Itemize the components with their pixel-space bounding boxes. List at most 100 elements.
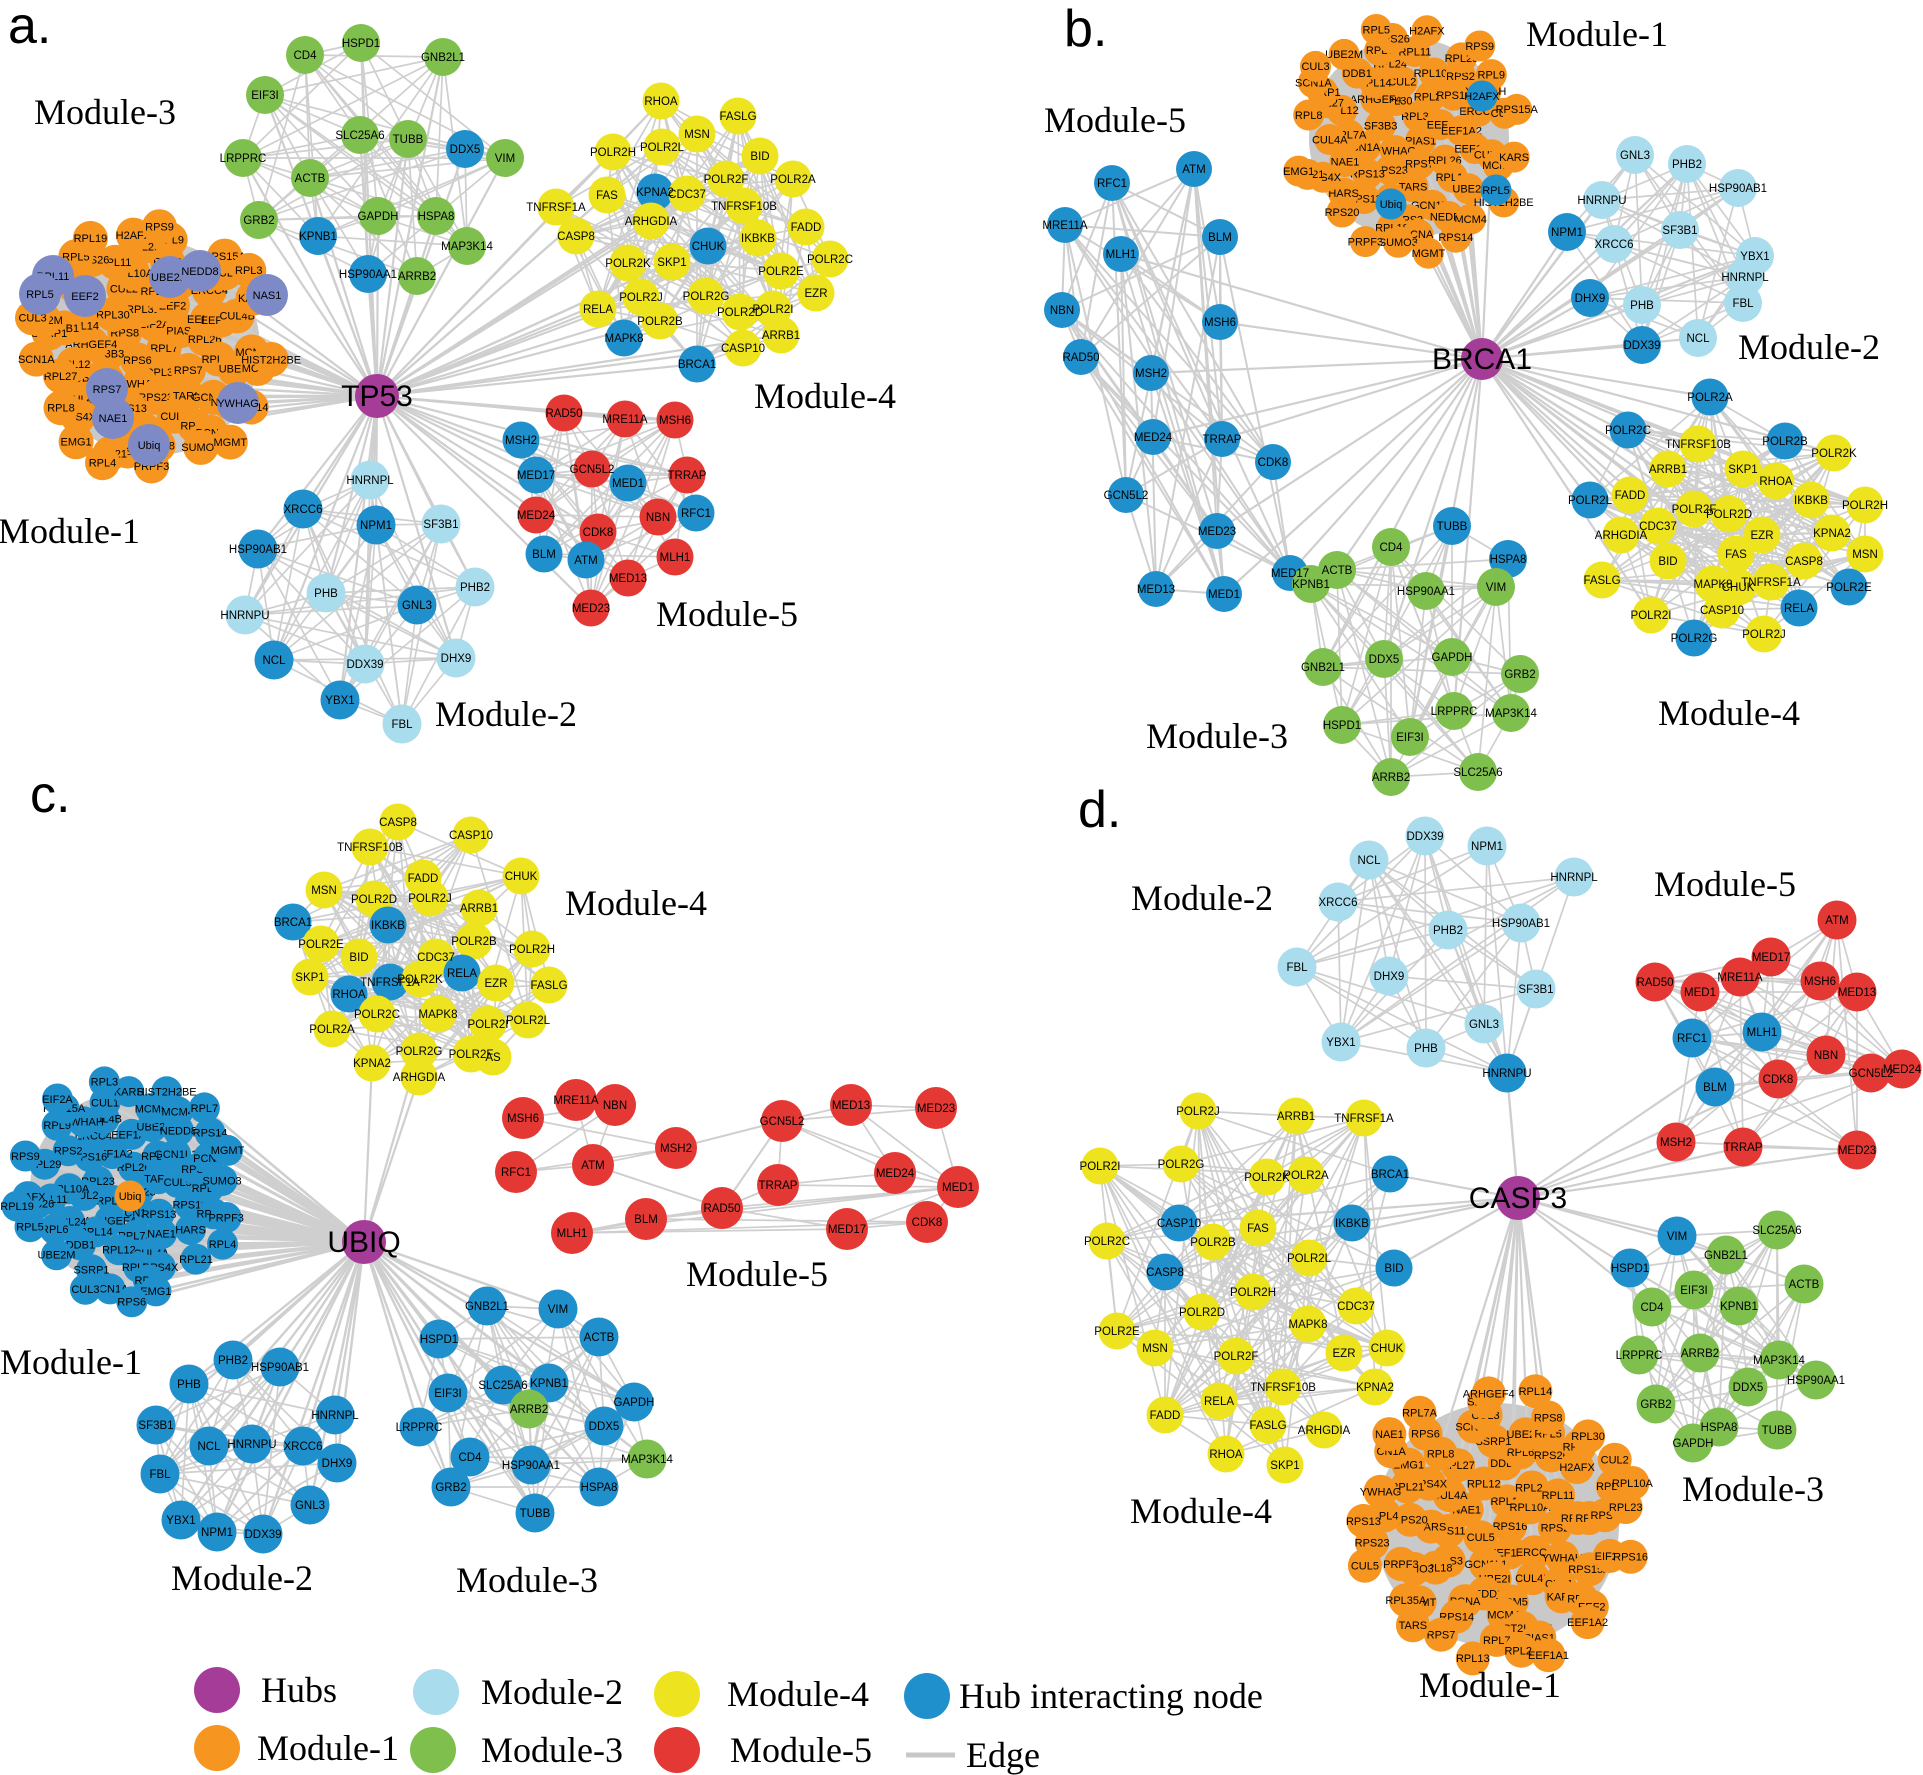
- svg-text:ACTB: ACTB: [295, 173, 326, 185]
- svg-text:Module-1: Module-1: [1526, 14, 1668, 54]
- svg-text:SCN1A: SCN1A: [18, 354, 55, 366]
- svg-text:MED23: MED23: [917, 1103, 955, 1115]
- svg-text:TARS: TARS: [1399, 182, 1428, 194]
- svg-text:TNFRSF1A: TNFRSF1A: [1334, 1113, 1394, 1125]
- svg-text:ARHGEF4: ARHGEF4: [1350, 94, 1402, 106]
- svg-text:XRCC6: XRCC6: [284, 504, 323, 516]
- svg-text:POLR2G: POLR2G: [1158, 1159, 1205, 1171]
- svg-text:Hub interacting node: Hub interacting node: [959, 1676, 1263, 1716]
- svg-text:ARHGDIA: ARHGDIA: [393, 1072, 446, 1084]
- svg-text:POLR2F: POLR2F: [1672, 504, 1717, 516]
- svg-text:Module-5: Module-5: [656, 594, 798, 634]
- svg-text:RPL10A: RPL10A: [1510, 1502, 1552, 1514]
- svg-text:VIM: VIM: [495, 153, 515, 165]
- svg-text:CHUK: CHUK: [505, 871, 538, 883]
- svg-text:POLR2H: POLR2H: [509, 944, 555, 956]
- svg-text:CASP10: CASP10: [449, 830, 493, 842]
- svg-text:MCM5: MCM5: [135, 1104, 167, 1116]
- svg-text:GAPDH: GAPDH: [1432, 652, 1473, 664]
- svg-text:MLH1: MLH1: [660, 552, 691, 564]
- svg-text:FASLG: FASLG: [719, 111, 756, 123]
- svg-text:RPS13: RPS13: [142, 1209, 177, 1221]
- svg-text:RELA: RELA: [583, 304, 613, 316]
- svg-text:TNFRSF1A: TNFRSF1A: [360, 977, 420, 989]
- svg-text:RPS7: RPS7: [1405, 158, 1434, 170]
- svg-text:RPL5: RPL5: [62, 251, 90, 263]
- svg-text:FADD: FADD: [791, 222, 822, 234]
- svg-text:HNRNPU: HNRNPU: [220, 610, 269, 622]
- svg-text:RELA: RELA: [1784, 603, 1814, 615]
- svg-text:RELA: RELA: [447, 968, 477, 980]
- svg-text:Edge: Edge: [966, 1735, 1040, 1775]
- svg-text:EZR: EZR: [485, 978, 508, 990]
- svg-text:CDC37: CDC37: [1337, 1301, 1375, 1313]
- svg-text:SLC25A6: SLC25A6: [1752, 1225, 1801, 1237]
- svg-text:RPL3: RPL3: [235, 265, 263, 277]
- svg-text:DDX5: DDX5: [589, 1421, 620, 1433]
- svg-text:d.: d.: [1078, 781, 1121, 839]
- svg-text:Ubiq: Ubiq: [1380, 199, 1403, 211]
- svg-text:MRE11A: MRE11A: [602, 414, 647, 426]
- svg-text:RPS6: RPS6: [123, 355, 152, 367]
- svg-text:PHB2: PHB2: [218, 1355, 248, 1367]
- svg-text:CDC37: CDC37: [1639, 521, 1677, 533]
- svg-text:Module-4: Module-4: [727, 1674, 869, 1714]
- svg-text:ATM: ATM: [1182, 164, 1205, 176]
- svg-text:FADD: FADD: [408, 873, 439, 885]
- svg-text:MRE11A: MRE11A: [553, 1095, 598, 1107]
- svg-text:MSN: MSN: [684, 129, 710, 141]
- svg-text:POLR2A: POLR2A: [1687, 392, 1733, 404]
- svg-text:CHUK: CHUK: [692, 241, 725, 253]
- svg-text:MED1: MED1: [1684, 987, 1716, 999]
- svg-text:a.: a.: [8, 0, 51, 55]
- svg-text:MSN: MSN: [1852, 549, 1878, 561]
- svg-text:DDX39: DDX39: [1623, 340, 1660, 352]
- svg-text:HSPD1: HSPD1: [1611, 1263, 1649, 1275]
- svg-text:HNRNPU: HNRNPU: [227, 1439, 276, 1451]
- svg-text:GAPDH: GAPDH: [614, 1397, 655, 1409]
- svg-text:BLM: BLM: [1703, 1082, 1727, 1094]
- svg-text:CDC37: CDC37: [417, 952, 455, 964]
- svg-text:GAPDH: GAPDH: [358, 211, 399, 223]
- svg-text:RPL14: RPL14: [1519, 1386, 1553, 1398]
- svg-text:CASP10: CASP10: [1157, 1218, 1201, 1230]
- svg-text:PRPF3: PRPF3: [208, 1212, 243, 1224]
- svg-text:TRRAP: TRRAP: [1724, 1142, 1763, 1154]
- svg-text:MED17: MED17: [828, 1224, 866, 1236]
- svg-text:RPL7: RPL7: [150, 343, 178, 355]
- svg-text:HSP90AB1: HSP90AB1: [1709, 183, 1767, 195]
- svg-text:SF3B1: SF3B1: [138, 1420, 173, 1432]
- svg-text:FAS: FAS: [1247, 1223, 1269, 1235]
- svg-text:H2AFX: H2AFX: [116, 230, 152, 242]
- svg-text:SLC25A6: SLC25A6: [335, 130, 384, 142]
- svg-text:RPL21: RPL21: [179, 1254, 213, 1266]
- svg-text:ARRB2: ARRB2: [398, 271, 436, 283]
- svg-text:YWHAG: YWHAG: [217, 398, 259, 410]
- svg-text:CDC37: CDC37: [668, 189, 706, 201]
- svg-text:MSN: MSN: [1142, 1343, 1168, 1355]
- svg-text:TRRAP: TRRAP: [668, 470, 707, 482]
- svg-text:MED13: MED13: [1137, 584, 1175, 596]
- svg-text:POLR2A: POLR2A: [1283, 1170, 1329, 1182]
- svg-text:Module-5: Module-5: [1044, 100, 1186, 140]
- svg-text:GNB2L1: GNB2L1: [1704, 1250, 1748, 1262]
- svg-text:POLR2C: POLR2C: [807, 254, 853, 266]
- svg-text:MAPK8: MAPK8: [1694, 579, 1733, 591]
- svg-text:PHB: PHB: [1414, 1043, 1438, 1055]
- svg-text:PRPF3: PRPF3: [1348, 237, 1383, 249]
- svg-text:RPL7A: RPL7A: [1402, 1408, 1438, 1420]
- svg-text:CDK8: CDK8: [1258, 457, 1289, 469]
- svg-text:MED13: MED13: [1838, 987, 1876, 999]
- svg-text:Module-3: Module-3: [34, 92, 176, 132]
- svg-text:YBX1: YBX1: [1740, 251, 1769, 263]
- svg-text:POLR2A: POLR2A: [309, 1024, 355, 1036]
- svg-text:POLR2L: POLR2L: [506, 1015, 551, 1027]
- svg-text:TNFRSF10B: TNFRSF10B: [711, 201, 777, 213]
- svg-text:c.: c.: [30, 766, 70, 824]
- svg-text:CHUK: CHUK: [1371, 1343, 1404, 1355]
- svg-text:FBL: FBL: [1286, 962, 1308, 974]
- svg-text:RPL6: RPL6: [41, 1224, 69, 1236]
- svg-text:LRPPRC: LRPPRC: [220, 153, 267, 165]
- svg-text:MCM4: MCM4: [1455, 214, 1487, 226]
- svg-text:RPS9: RPS9: [1465, 41, 1494, 53]
